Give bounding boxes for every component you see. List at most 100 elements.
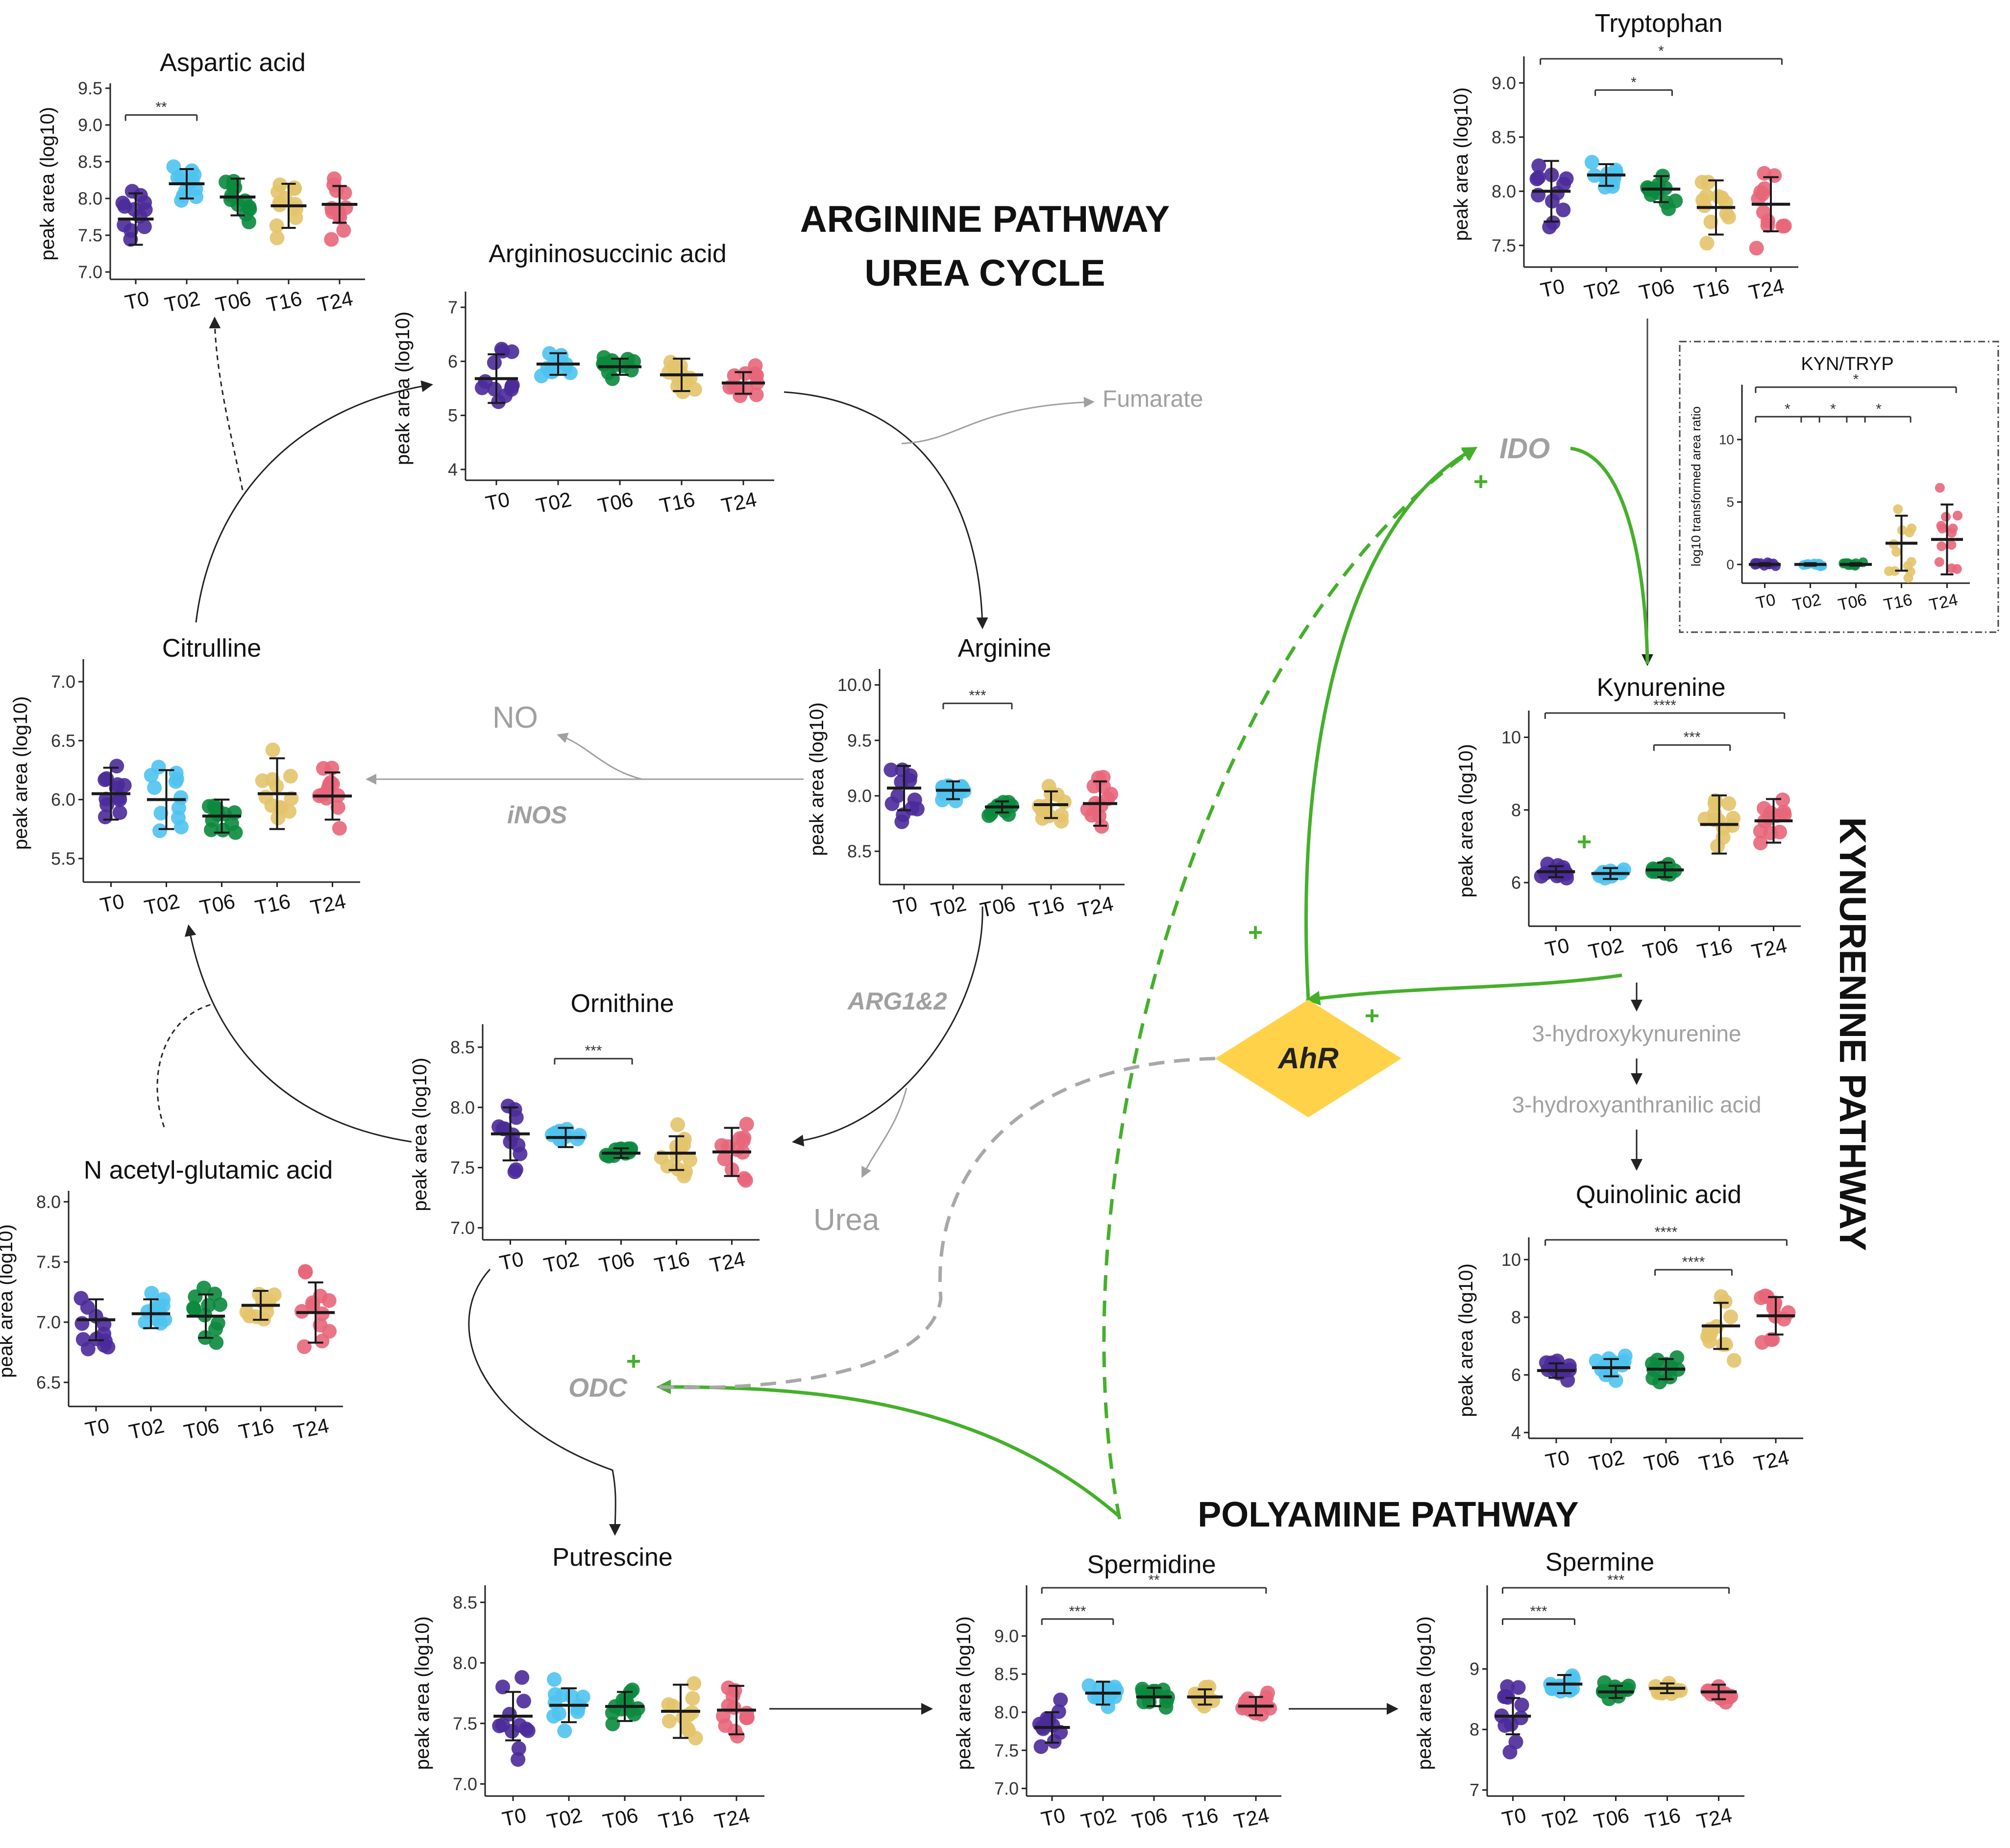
data-point bbox=[209, 1335, 224, 1350]
data-point bbox=[1946, 563, 1957, 573]
y-tick-label: 8.5 bbox=[453, 1592, 477, 1612]
series-T0 bbox=[1537, 1354, 1577, 1388]
series-T24 bbox=[1080, 769, 1119, 834]
arrow-citrulline-to-argsucc bbox=[195, 380, 433, 623]
data-point bbox=[140, 1304, 155, 1319]
data-point bbox=[1589, 1353, 1604, 1368]
data-point bbox=[1891, 547, 1902, 557]
data-point bbox=[1035, 811, 1050, 826]
data-point bbox=[511, 1137, 526, 1153]
data-point bbox=[1699, 236, 1715, 251]
y-tick-label: 5 bbox=[1726, 494, 1734, 510]
data-point bbox=[75, 1332, 91, 1347]
data-point bbox=[511, 1752, 526, 1767]
series-T16 bbox=[1884, 504, 1918, 583]
x-tick-label: T24 bbox=[1694, 1803, 1734, 1833]
data-point bbox=[204, 822, 219, 838]
chart-title: Argininosuccinic acid bbox=[489, 240, 727, 268]
data-point bbox=[1258, 1696, 1273, 1711]
y-tick-label: 6.5 bbox=[36, 1372, 61, 1392]
series-T02 bbox=[166, 159, 205, 208]
data-point bbox=[1753, 836, 1768, 851]
x-tick-label: T16 bbox=[1692, 274, 1732, 304]
y-tick-label: 6 bbox=[1511, 873, 1521, 893]
series-T24 bbox=[715, 1680, 756, 1744]
series-T24 bbox=[312, 761, 352, 836]
y-tick-label: 8.0 bbox=[453, 1653, 477, 1673]
data-point bbox=[1726, 811, 1741, 826]
x-tick-label: T06 bbox=[597, 1247, 637, 1277]
arrow-to-no bbox=[557, 733, 642, 780]
data-point bbox=[153, 806, 169, 821]
series-T0 bbox=[1529, 158, 1574, 235]
series-T24 bbox=[1931, 483, 1963, 576]
data-point bbox=[683, 1153, 698, 1168]
chart-title: Putrescine bbox=[552, 1543, 673, 1572]
data-point bbox=[1941, 512, 1951, 522]
arrow-ornithine-to-putrescine bbox=[468, 1268, 621, 1536]
series-T02 bbox=[1543, 1668, 1583, 1699]
significance-label: *** bbox=[969, 688, 986, 704]
arrow-kynurenine-to-ahr bbox=[1305, 973, 1622, 1006]
y-axis-label: peak area (log10) bbox=[1455, 1263, 1477, 1417]
significance-label: *** bbox=[1607, 1572, 1624, 1588]
series-T0 bbox=[74, 1291, 116, 1356]
data-point bbox=[117, 218, 132, 233]
data-point bbox=[1542, 220, 1557, 235]
series-T02 bbox=[1584, 154, 1626, 195]
heading-urea-cycle: UREA CYCLE bbox=[864, 252, 1105, 294]
x-tick-label: T02 bbox=[534, 488, 574, 517]
x-tick-label: T06 bbox=[182, 1414, 221, 1444]
y-axis-label: peak area (log10) bbox=[10, 696, 31, 850]
ahr-label: AhR bbox=[1277, 1042, 1338, 1075]
series-T24 bbox=[294, 1264, 337, 1355]
series-T16 bbox=[1187, 1679, 1223, 1714]
data-point bbox=[683, 370, 698, 386]
data-point bbox=[727, 1724, 742, 1739]
y-axis-label: peak area (log10) bbox=[37, 107, 58, 261]
y-axis-label: peak area (log10) bbox=[409, 1058, 431, 1211]
data-point bbox=[686, 1676, 702, 1691]
x-tick-label: T0 bbox=[98, 889, 126, 917]
y-tick-label: 7.5 bbox=[78, 225, 102, 246]
data-point bbox=[1781, 1305, 1796, 1320]
significance-bracket: *** bbox=[554, 1043, 633, 1065]
x-tick-label: T16 bbox=[652, 1247, 692, 1277]
plus-kynurenine: + bbox=[1577, 828, 1592, 856]
data-point bbox=[147, 780, 162, 795]
data-point bbox=[1772, 824, 1788, 839]
data-point bbox=[1936, 520, 1946, 531]
data-point bbox=[98, 810, 113, 825]
data-point bbox=[1905, 567, 1915, 577]
data-point bbox=[1707, 806, 1722, 821]
data-point bbox=[1514, 1698, 1529, 1713]
data-point bbox=[287, 181, 302, 196]
arrow-nag-branch bbox=[156, 1004, 211, 1128]
significance-label: **** bbox=[1655, 1224, 1678, 1240]
data-point bbox=[508, 1162, 523, 1177]
data-point bbox=[1135, 1681, 1150, 1697]
label-inos: iNOS bbox=[507, 801, 567, 829]
data-point bbox=[1539, 1355, 1554, 1370]
chart-aspartic: Aspartic acid 7.0 7.5 8.0 8.5 9.0 9.5 peak area… bbox=[37, 49, 365, 317]
chart-argsucc: Argininosuccinic acid 4 5 6 7 peak area (log1… bbox=[392, 240, 774, 517]
chart-title: Spermine bbox=[1545, 1548, 1655, 1577]
data-point bbox=[112, 805, 127, 820]
y-axis-label: peak area (log10) bbox=[392, 312, 414, 466]
series-T06 bbox=[1640, 169, 1683, 217]
y-tick-label: 4 bbox=[1511, 1423, 1521, 1443]
x-tick-label: T02 bbox=[163, 287, 202, 317]
label-ido: IDO bbox=[1499, 433, 1550, 465]
y-axis-label: peak area (log10) bbox=[1450, 87, 1472, 241]
data-point bbox=[717, 1151, 732, 1166]
data-point bbox=[270, 230, 285, 246]
y-tick-label: 8 bbox=[1511, 800, 1521, 820]
data-point bbox=[1500, 1679, 1515, 1694]
x-tick-label: T24 bbox=[316, 287, 355, 317]
data-point bbox=[330, 800, 345, 815]
y-tick-label: 7.0 bbox=[78, 262, 102, 282]
x-tick-label: T06 bbox=[1592, 1803, 1631, 1833]
data-point bbox=[238, 206, 253, 222]
series-T02 bbox=[546, 1672, 590, 1739]
data-point bbox=[749, 387, 764, 402]
